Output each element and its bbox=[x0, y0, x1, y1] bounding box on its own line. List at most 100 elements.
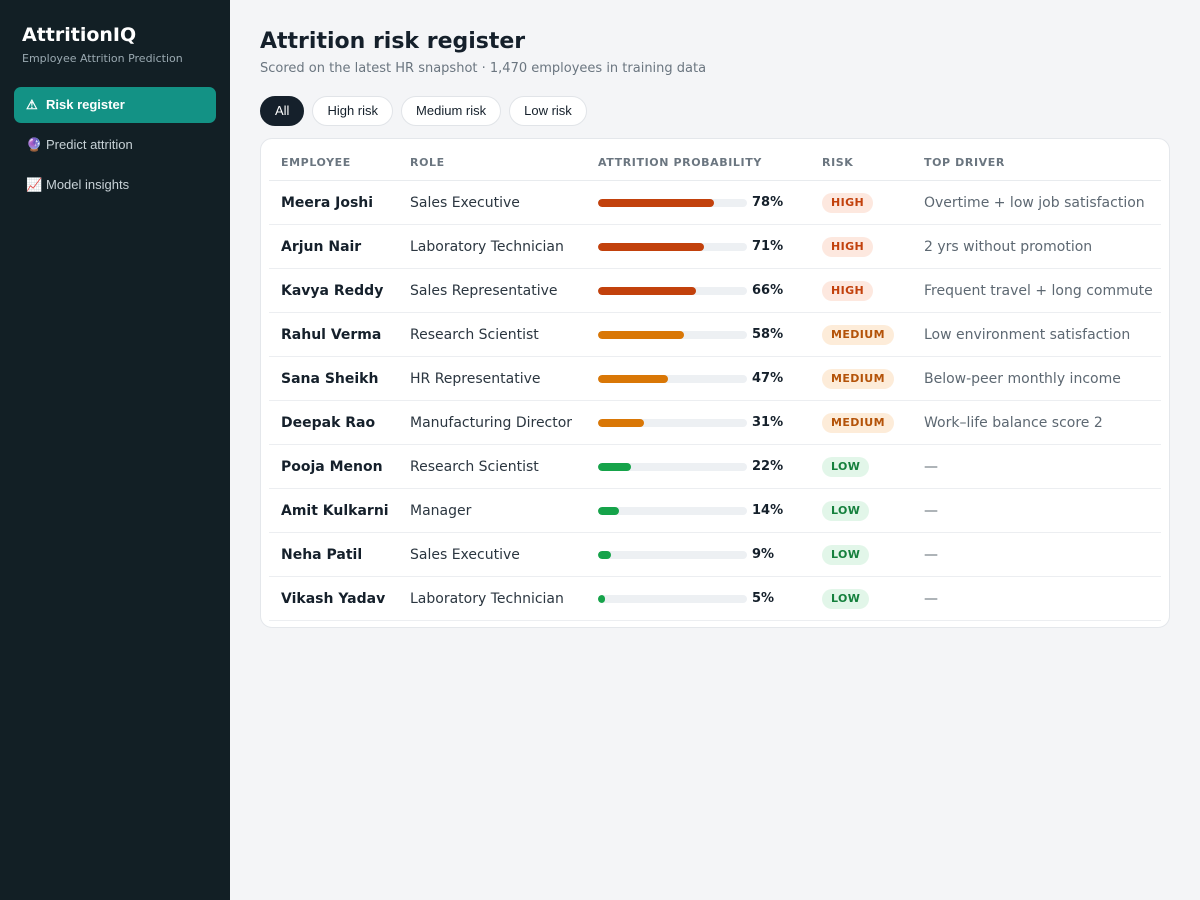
table-body: Meera Joshi Sales Executive 78% HIGH Overtim… bbox=[269, 181, 1161, 621]
probability-bar bbox=[598, 551, 747, 559]
probability-value: 66% bbox=[752, 283, 784, 298]
probability-bar bbox=[598, 243, 747, 251]
employee-role: Laboratory Technician bbox=[410, 239, 564, 255]
probability-value: 5% bbox=[752, 591, 775, 606]
risk-badge: HIGH bbox=[822, 193, 874, 213]
employee-name: Rahul Verma bbox=[281, 327, 382, 343]
employee-name: Arjun Nair bbox=[281, 239, 362, 255]
employee-role: Manufacturing Director bbox=[410, 415, 573, 431]
top-driver: Low environment satisfaction bbox=[924, 327, 1131, 343]
sidebar: AttritionIQ Employee Attrition Predictio… bbox=[0, 0, 230, 900]
column-header-employee[interactable]: EMPLOYEE bbox=[281, 156, 351, 169]
top-driver: — bbox=[924, 547, 938, 563]
probability-bar bbox=[598, 287, 747, 295]
table-header: EMPLOYEE ROLE ATTRITION PROBABILITY RISK… bbox=[269, 139, 1161, 181]
employee-name: Neha Patil bbox=[281, 547, 363, 563]
risk-filter-chips: All High risk Medium risk Low risk bbox=[260, 96, 587, 126]
warning-icon: ⚠ bbox=[26, 97, 38, 112]
employee-name: Vikash Yadav bbox=[281, 591, 386, 607]
page-title: Attrition risk register bbox=[260, 29, 526, 54]
probability-bar-fill bbox=[598, 287, 697, 295]
probability-bar-fill bbox=[598, 595, 606, 603]
employee-name: Pooja Menon bbox=[281, 459, 383, 475]
sidebar-item-model-insights[interactable]: 📈 Model insights bbox=[14, 167, 216, 203]
employee-role: Laboratory Technician bbox=[410, 591, 564, 607]
employee-role: Sales Representative bbox=[410, 283, 558, 299]
table-row[interactable]: Pooja Menon Research Scientist 22% LOW — bbox=[269, 445, 1161, 489]
probability-value: 22% bbox=[752, 459, 784, 474]
column-header-risk[interactable]: RISK bbox=[822, 156, 854, 169]
table-row[interactable]: Neha Patil Sales Executive 9% LOW — bbox=[269, 533, 1161, 577]
page-subtitle: Scored on the latest HR snapshot · 1,470… bbox=[260, 61, 707, 76]
sidebar-item-label: Predict attrition bbox=[46, 137, 133, 152]
employee-role: Research Scientist bbox=[410, 459, 539, 475]
top-driver: Frequent travel + long commute bbox=[924, 283, 1153, 299]
probability-value: 9% bbox=[752, 547, 775, 562]
table-row[interactable]: Amit Kulkarni Manager 14% LOW — bbox=[269, 489, 1161, 533]
filter-chip-high-risk[interactable]: High risk bbox=[312, 96, 394, 126]
table-row[interactable]: Sana Sheikh HR Representative 47% MEDIUM Bel… bbox=[269, 357, 1161, 401]
probability-value: 71% bbox=[752, 239, 784, 254]
probability-value: 47% bbox=[752, 371, 784, 386]
top-driver: 2 yrs without promotion bbox=[924, 239, 1093, 255]
top-driver: — bbox=[924, 591, 938, 607]
risk-badge: LOW bbox=[822, 589, 870, 609]
employee-name: Sana Sheikh bbox=[281, 371, 379, 387]
risk-badge: HIGH bbox=[822, 237, 874, 257]
risk-badge: LOW bbox=[822, 545, 870, 565]
column-header-top-driver[interactable]: TOP DRIVER bbox=[924, 156, 1005, 169]
probability-bar-fill bbox=[598, 375, 669, 383]
probability-bar bbox=[598, 331, 747, 339]
risk-badge: MEDIUM bbox=[822, 413, 894, 433]
risk-register-table: EMPLOYEE ROLE ATTRITION PROBABILITY RISK… bbox=[260, 138, 1170, 628]
app-subtitle: Employee Attrition Prediction bbox=[22, 52, 183, 65]
app-name: AttritionIQ bbox=[22, 24, 137, 46]
risk-badge: MEDIUM bbox=[822, 369, 894, 389]
probability-bar bbox=[598, 199, 747, 207]
table-row[interactable]: Deepak Rao Manufacturing Director 31% MEDIU… bbox=[269, 401, 1161, 445]
top-driver: — bbox=[924, 503, 938, 519]
sidebar-item-predict-attrition[interactable]: 🔮 Predict attrition bbox=[14, 127, 216, 163]
probability-bar-fill bbox=[598, 419, 645, 427]
probability-value: 14% bbox=[752, 503, 784, 518]
table-row[interactable]: Rahul Verma Research Scientist 58% MEDIUM Lo… bbox=[269, 313, 1161, 357]
column-header-role[interactable]: ROLE bbox=[410, 156, 445, 169]
probability-bar bbox=[598, 595, 747, 603]
employee-role: HR Representative bbox=[410, 371, 541, 387]
crystal-ball-icon: 🔮 bbox=[26, 137, 43, 152]
column-header-probability[interactable]: ATTRITION PROBABILITY bbox=[598, 156, 762, 169]
probability-bar-fill bbox=[598, 507, 619, 515]
top-driver: — bbox=[924, 459, 938, 475]
employee-name: Deepak Rao bbox=[281, 415, 376, 431]
table-row[interactable]: Meera Joshi Sales Executive 78% HIGH Overtim… bbox=[269, 181, 1161, 225]
probability-bar bbox=[598, 463, 747, 471]
filter-chip-low-risk[interactable]: Low risk bbox=[509, 96, 587, 126]
filter-chip-all[interactable]: All bbox=[260, 96, 305, 126]
probability-bar bbox=[598, 419, 747, 427]
risk-badge: LOW bbox=[822, 457, 870, 477]
employee-role: Sales Executive bbox=[410, 195, 520, 211]
sidebar-item-risk-register[interactable]: ⚠ Risk register bbox=[14, 87, 216, 123]
table-row[interactable]: Arjun Nair Laboratory Technician 71% HIGH 2 … bbox=[269, 225, 1161, 269]
employee-name: Meera Joshi bbox=[281, 195, 374, 211]
probability-bar bbox=[598, 507, 747, 515]
filter-chip-medium-risk[interactable]: Medium risk bbox=[401, 96, 502, 126]
sidebar-item-label: Risk register bbox=[46, 97, 125, 112]
sidebar-item-label: Model insights bbox=[46, 177, 130, 192]
probability-bar-fill bbox=[598, 551, 612, 559]
top-driver: Overtime + low job satisfaction bbox=[924, 195, 1145, 211]
employee-role: Sales Executive bbox=[410, 547, 520, 563]
risk-badge: LOW bbox=[822, 501, 870, 521]
table-row[interactable]: Vikash Yadav Laboratory Technician 5% LOW — bbox=[269, 577, 1161, 621]
sidebar-nav: ⚠ Risk register 🔮 Predict attrition 📈 Model… bbox=[14, 87, 216, 207]
top-driver: Below-peer monthly income bbox=[924, 371, 1121, 387]
risk-badge: MEDIUM bbox=[822, 325, 894, 345]
employee-role: Research Scientist bbox=[410, 327, 539, 343]
employee-name: Amit Kulkarni bbox=[281, 503, 389, 519]
probability-bar-fill bbox=[598, 243, 704, 251]
probability-bar-fill bbox=[598, 199, 715, 207]
probability-bar-fill bbox=[598, 331, 685, 339]
probability-value: 78% bbox=[752, 195, 784, 210]
probability-value: 31% bbox=[752, 415, 784, 430]
table-row[interactable]: Kavya Reddy Sales Representative 66% HIGH Fr… bbox=[269, 269, 1161, 313]
